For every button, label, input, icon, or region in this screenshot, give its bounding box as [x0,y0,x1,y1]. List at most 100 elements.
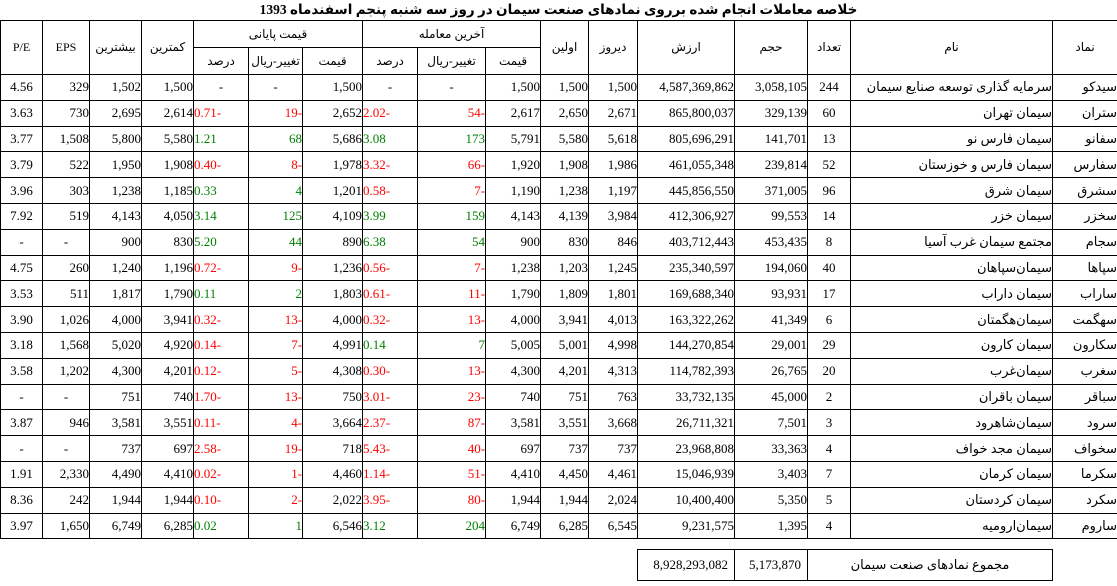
trades-table: نماد نام تعداد حجم ارزش دیروز اولین آخری… [0,20,1117,540]
cell-close-price: 2,652 [302,99,364,127]
table-row: سغرب سیمان‌غرب 20 26,765 114,782,393 4,313 4,2… [0,357,1117,385]
cell-first: 4,139 [540,202,590,230]
cell-first: 1,203 [540,254,590,282]
cell-eps: 1,026 [42,306,90,333]
cell-close-change: 2 [248,280,304,308]
cell-close-percent: 2.58- [192,435,250,462]
cell-highest: 6,749 [89,512,142,540]
col-header-last-percent: درصد [362,47,419,75]
cell-last-percent: 0.58- [362,177,419,204]
totals-row: مجموع نمادهای صنعت سیمان 5,173,870 8,928… [637,549,1053,582]
col-header-eps: EPS [42,20,90,75]
cell-last-price: 697 [485,435,542,462]
col-header-first: اولین [540,20,590,75]
cell-symbol: سفارس [1052,151,1117,179]
cell-highest: 1,240 [89,254,142,282]
table-header: نماد نام تعداد حجم ارزش دیروز اولین آخری… [0,20,1117,75]
cell-value: 461,055,348 [637,151,736,179]
table-row: سکرما سیمان کرمان 7 3,403 15,046,939 4,461 4,4… [0,460,1117,488]
cell-name: سیمان‌شاهرود [850,409,1054,437]
cell-close-percent: 0.11 [192,280,250,308]
cell-close-change: 13- [248,306,304,333]
cell-count: 7 [807,460,852,488]
cell-last-percent: 0.30- [362,357,419,385]
cell-last-change: 40- [417,435,487,462]
cell-pe: 3.97 [0,512,43,540]
cell-close-price: 1,236 [302,254,364,282]
cell-close-percent: - [192,74,250,101]
cell-close-percent: 0.10- [192,486,250,514]
cell-yesterday: 4,998 [588,331,639,359]
cell-eps: 511 [42,280,90,308]
cell-value: 163,322,262 [637,306,736,333]
cell-volume: 45,000 [734,383,809,411]
cell-last-change: 23- [417,383,487,411]
totals-label: مجموع نمادهای صنعت سیمان [807,549,1053,582]
table-row: سخزر سیمان خزر 14 99,553 412,306,927 3,984 4,1… [0,202,1117,230]
cell-last-price: 1,920 [485,151,542,179]
cell-highest: 2,695 [89,99,142,127]
cell-first: 5,001 [540,331,590,359]
col-group-last-trade: آخرین معامله [362,20,542,48]
table-row: ساروم سیمان‌ارومیه 4 1,395 9,231,575 6,545 6,2… [0,512,1117,540]
cell-pe: 8.36 [0,486,43,514]
cell-value: 4,587,369,862 [637,74,736,101]
cell-close-price: 750 [302,383,364,411]
cell-last-price: 4,410 [485,460,542,488]
cell-count: 8 [807,228,852,256]
cell-symbol: سباقر [1052,383,1117,411]
cell-close-change: 1- [248,460,304,488]
cell-first: 1,500 [540,74,590,101]
cell-name: سیمان فارس و خوزستان [850,151,1054,179]
cell-highest: 4,490 [89,460,142,488]
cell-highest: 4,143 [89,202,142,230]
cell-volume: 141,701 [734,125,809,153]
table-row: سهگمت سیمان‌هگمتان 6 41,349 163,322,262 4,013… [0,306,1117,333]
cell-pe: 4.56 [0,74,43,101]
cell-name: سیمان‌غرب [850,357,1054,385]
cell-highest: 900 [89,228,142,256]
cell-last-percent: 6.38 [362,228,419,256]
cell-count: 13 [807,125,852,153]
cell-eps: 946 [42,409,90,437]
cell-lowest: 1,196 [141,254,194,282]
cell-last-price: 5,005 [485,331,542,359]
cell-lowest: 1,908 [141,151,194,179]
cell-eps: 519 [42,202,90,230]
cell-close-price: 2,022 [302,486,364,514]
cell-volume: 239,814 [734,151,809,179]
cell-close-percent: 0.12- [192,357,250,385]
cell-yesterday: 846 [588,228,639,256]
cell-yesterday: 1,245 [588,254,639,282]
col-header-highest: بیشترین [89,20,142,75]
cell-volume: 41,349 [734,306,809,333]
cell-pe: 3.58 [0,357,43,385]
col-header-pe: P/E [0,20,43,75]
cell-symbol: سغرب [1052,357,1117,385]
cell-close-price: 890 [302,228,364,256]
cell-first: 4,201 [540,357,590,385]
cell-value: 26,711,321 [637,409,736,437]
cell-last-change: 51- [417,460,487,488]
col-header-name: نام [850,20,1054,75]
cell-highest: 1,502 [89,74,142,101]
cell-name: سیمان خزر [850,202,1054,230]
cell-volume: 194,060 [734,254,809,282]
cell-close-change: 7- [248,331,304,359]
table-row: سیدکو سرمایه گذاری توسعه صنایع سیمان 244 3,… [0,74,1117,101]
cell-close-price: 1,803 [302,280,364,308]
cell-eps: 303 [42,177,90,204]
cell-yesterday: 737 [588,435,639,462]
cell-last-percent: 5.43- [362,435,419,462]
table-row: سپاها سیمان‌سپاهان 40 194,060 235,340,597 1,2… [0,254,1117,282]
cell-close-change: 2- [248,486,304,514]
cell-last-percent: 3.95- [362,486,419,514]
cell-yesterday: 5,618 [588,125,639,153]
cell-eps: 329 [42,74,90,101]
cell-lowest: 3,551 [141,409,194,437]
table-row: سکرد سیمان کردستان 5 5,350 10,400,400 2,024 1,… [0,486,1117,514]
cell-last-price: 1,190 [485,177,542,204]
cell-yesterday: 3,668 [588,409,639,437]
table-row: سفانو سیمان فارس نو 13 141,701 805,696,291 5,… [0,125,1117,153]
table-row: سخواف سیمان مجد خواف 4 33,363 23,968,808 737 7… [0,435,1117,462]
